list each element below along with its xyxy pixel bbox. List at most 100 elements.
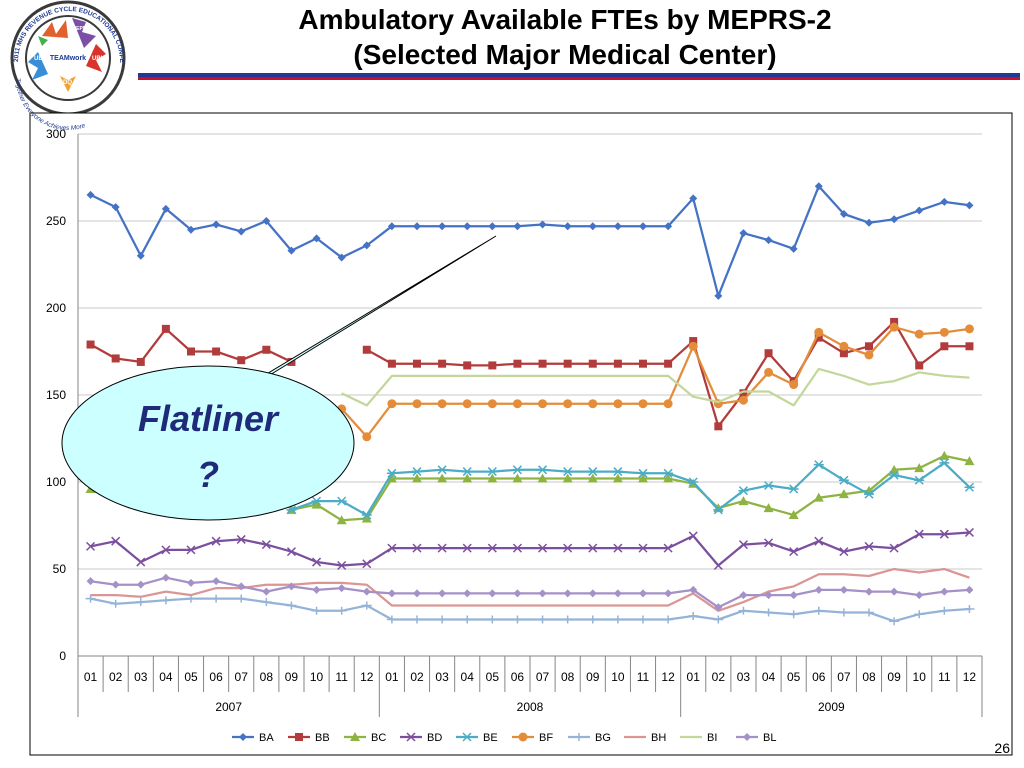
series-line (90, 576, 970, 609)
y-tick-label: 150 (46, 388, 66, 402)
x-tick-label: 12 (963, 670, 977, 684)
series-line (90, 185, 970, 297)
data-point (563, 222, 572, 231)
x-tick-label: 05 (486, 670, 500, 684)
data-point (412, 543, 422, 553)
legend-item-bb: BB (288, 732, 330, 744)
data-point (537, 615, 548, 624)
x-tick-label: 10 (913, 670, 927, 684)
data-point (513, 222, 522, 231)
data-point (814, 333, 823, 342)
data-point (738, 606, 749, 615)
data-point (261, 598, 272, 607)
data-point (136, 557, 146, 567)
data-point (512, 543, 522, 553)
data-point (914, 463, 925, 473)
data-point (262, 217, 271, 225)
y-tick-label: 250 (46, 214, 66, 228)
data-point (212, 347, 221, 356)
data-point (689, 585, 698, 594)
data-point (688, 611, 699, 620)
data-point (588, 399, 598, 409)
data-point (613, 589, 622, 598)
data-point (362, 432, 372, 442)
data-point (386, 473, 397, 483)
data-point (764, 236, 773, 245)
data-point (212, 220, 221, 229)
legend-item-bg: BG (568, 732, 611, 744)
data-point (914, 475, 925, 485)
data-point (814, 327, 824, 337)
data-point (563, 359, 572, 368)
data-point (211, 594, 222, 603)
data-point (438, 359, 447, 368)
data-point (789, 380, 799, 390)
data-point (964, 456, 975, 466)
x-tick-label: 01 (687, 670, 701, 684)
data-point (111, 354, 120, 363)
x-tick-label: 10 (310, 670, 324, 684)
data-point (915, 591, 924, 600)
data-point (965, 201, 974, 210)
x-tick-label: 06 (209, 670, 223, 684)
data-point (939, 529, 949, 539)
data-point (86, 577, 95, 586)
data-point (763, 480, 774, 491)
svg-text:TEAMwork: TEAMwork (50, 55, 86, 62)
data-point (312, 585, 321, 594)
series-bg (85, 594, 975, 626)
data-point (588, 359, 597, 368)
callout-text-line-1: Flatliner (138, 398, 280, 439)
data-point (713, 560, 723, 571)
data-point (714, 422, 723, 431)
data-point (336, 606, 347, 615)
data-point (788, 484, 799, 494)
legend-item-ba: BA (232, 732, 274, 744)
data-point (813, 606, 824, 615)
data-point (562, 467, 573, 477)
data-point (864, 489, 874, 499)
data-point (663, 615, 674, 624)
data-point (362, 345, 371, 354)
data-point (286, 547, 296, 557)
data-point (562, 615, 573, 624)
series-bi (341, 367, 970, 407)
data-point (839, 210, 848, 219)
data-point (739, 591, 748, 600)
data-point (512, 615, 523, 624)
conference-logo: TEAMwork UBO MEPRS UBU DQ (2, 0, 134, 118)
data-point (714, 291, 723, 300)
y-tick-label: 100 (46, 475, 66, 489)
series-bl (86, 573, 974, 612)
data-point (111, 536, 121, 546)
x-tick-label: 01 (385, 670, 399, 684)
legend-marker (462, 732, 472, 742)
data-point (838, 608, 849, 617)
x-tick-label: 03 (737, 670, 751, 684)
data-point (639, 589, 647, 598)
data-point (688, 531, 698, 541)
data-point (639, 222, 647, 231)
data-point (890, 587, 899, 596)
data-point (386, 615, 397, 624)
data-point (739, 229, 748, 238)
legend-item-bi: BI (680, 732, 717, 744)
legend-marker (406, 732, 416, 742)
data-point (136, 580, 145, 589)
data-point (814, 182, 823, 191)
data-point (914, 329, 924, 339)
svg-text:MEPRS: MEPRS (72, 26, 90, 32)
data-point (689, 337, 698, 346)
series-line (291, 461, 971, 517)
data-point (412, 615, 422, 624)
data-point (964, 324, 974, 334)
data-point (513, 589, 522, 598)
year-label: 2009 (818, 700, 845, 714)
data-point (890, 317, 899, 326)
data-point (689, 194, 698, 203)
data-point (462, 467, 473, 477)
data-point (361, 510, 372, 520)
data-point (362, 559, 372, 569)
data-point (462, 473, 473, 483)
data-point (437, 543, 447, 553)
